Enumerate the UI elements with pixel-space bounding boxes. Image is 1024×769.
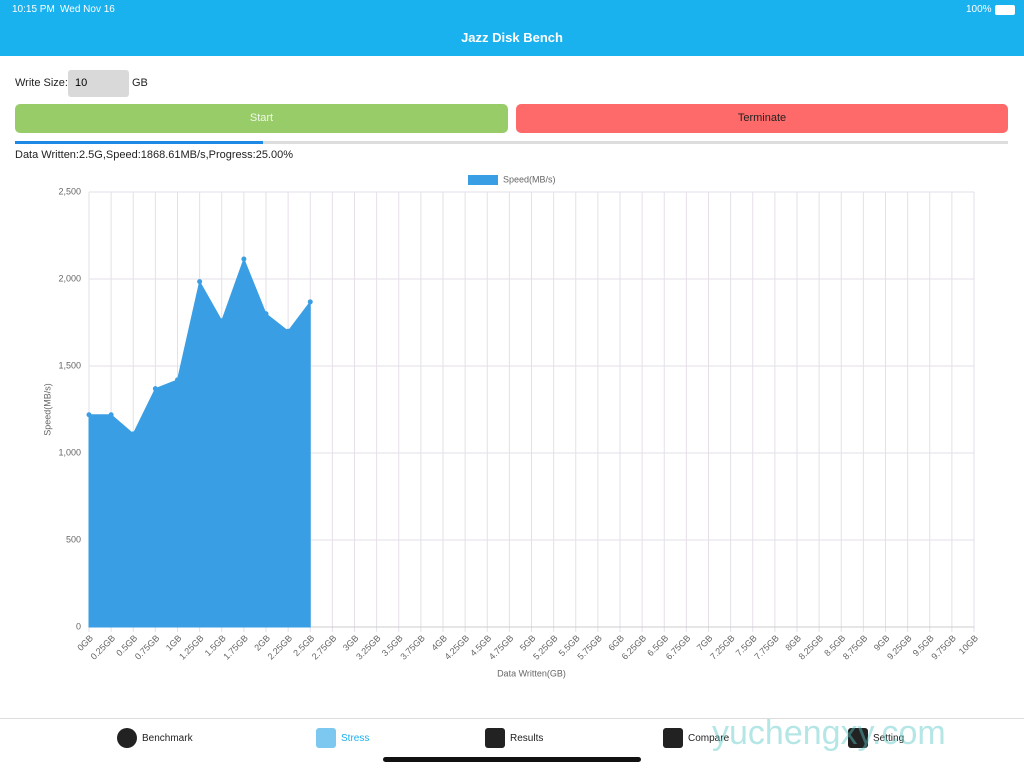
x-tick-label: 1.25GB [177, 633, 206, 662]
y-tick-label: 2,500 [58, 186, 81, 196]
tab-label[interactable]: Benchmark [142, 733, 193, 744]
terminate-button[interactable]: Terminate [516, 104, 1008, 133]
y-axis-label: Speed(MB/s) [42, 383, 52, 436]
tab-icon [117, 728, 137, 748]
start-button[interactable]: Start [15, 104, 508, 133]
write-size-input[interactable]: 10 [68, 70, 129, 97]
point [307, 299, 313, 305]
point [130, 431, 136, 437]
x-tick-label: 8.25GB [797, 633, 826, 662]
x-tick-label: 1.75GB [221, 633, 250, 662]
x-tick-label: 7.75GB [752, 633, 781, 662]
write-size-label: Write Size: [15, 77, 68, 89]
x-tick-label: 2.25GB [266, 633, 295, 662]
tab-icon [848, 728, 868, 748]
y-tick-label: 500 [66, 534, 81, 544]
date: Wed Nov 16 [60, 4, 115, 15]
header: 10:15 PM Wed Nov 16 100% Jazz Disk Bench [0, 0, 1024, 56]
watermark: yuchengxy.com [712, 714, 946, 752]
x-tick-label: 6.25GB [620, 633, 649, 662]
progress-track [15, 141, 1008, 144]
x-tick-label: 4.25GB [443, 633, 472, 662]
x-tick-label: 10GB [957, 633, 980, 656]
x-axis-label: Data Written(GB) [497, 668, 566, 678]
point [263, 311, 269, 317]
x-tick-label: 8.75GB [841, 633, 870, 662]
legend-swatch [468, 175, 498, 185]
area [88, 257, 311, 628]
legend-label: Speed(MB/s) [503, 174, 556, 184]
x-tick-label: 5.75GB [575, 633, 604, 662]
tab-icon [663, 728, 683, 748]
x-tick-label: 9.25GB [885, 633, 914, 662]
status-text: Data Written:2.5G,Speed:1868.61MB/s,Prog… [15, 149, 294, 161]
x-tick-label: 7.25GB [708, 633, 737, 662]
point [285, 328, 291, 334]
x-tick-label: 0.75GB [133, 633, 162, 662]
point [175, 377, 180, 383]
tab-icon [485, 728, 505, 748]
progress-fill [15, 141, 264, 144]
x-tick-label: 3.25GB [354, 633, 383, 662]
x-tick-label: 4.75GB [487, 633, 516, 662]
y-tick-label: 1,000 [58, 447, 81, 457]
point [152, 386, 158, 392]
tab-label[interactable]: Results [510, 733, 544, 744]
x-tick-label: 9.75GB [929, 633, 958, 662]
tab-label[interactable]: Setting [873, 733, 905, 744]
point [241, 256, 247, 262]
app-title: Jazz Disk Bench [461, 30, 563, 45]
x-tick-label: 0.25GB [89, 633, 118, 662]
tab-icon [316, 728, 336, 748]
x-tick-label: 6.75GB [664, 633, 693, 662]
chart: 05001,0001,5002,0002,5000GB0.25GB0.5GB0.… [42, 174, 980, 678]
tab-label[interactable]: Compare [688, 733, 730, 744]
y-tick-label: 1,500 [58, 360, 81, 370]
point [219, 318, 225, 324]
point [197, 279, 203, 285]
unit-label: GB [132, 77, 148, 89]
x-tick-label: 2.75GB [310, 633, 339, 662]
y-tick-label: 2,000 [58, 273, 81, 283]
battery: 100% [966, 4, 992, 15]
battery-icon [995, 5, 1015, 15]
point [86, 412, 92, 418]
home-indicator [383, 757, 641, 762]
x-tick-label: 5.25GB [531, 633, 560, 662]
y-tick-label: 0 [76, 621, 81, 631]
x-tick-label: 3.75GB [398, 633, 427, 662]
tab-bar [0, 718, 1024, 769]
tab-label[interactable]: Stress [341, 733, 370, 744]
point [108, 412, 114, 418]
time: 10:15 PM [12, 4, 55, 15]
